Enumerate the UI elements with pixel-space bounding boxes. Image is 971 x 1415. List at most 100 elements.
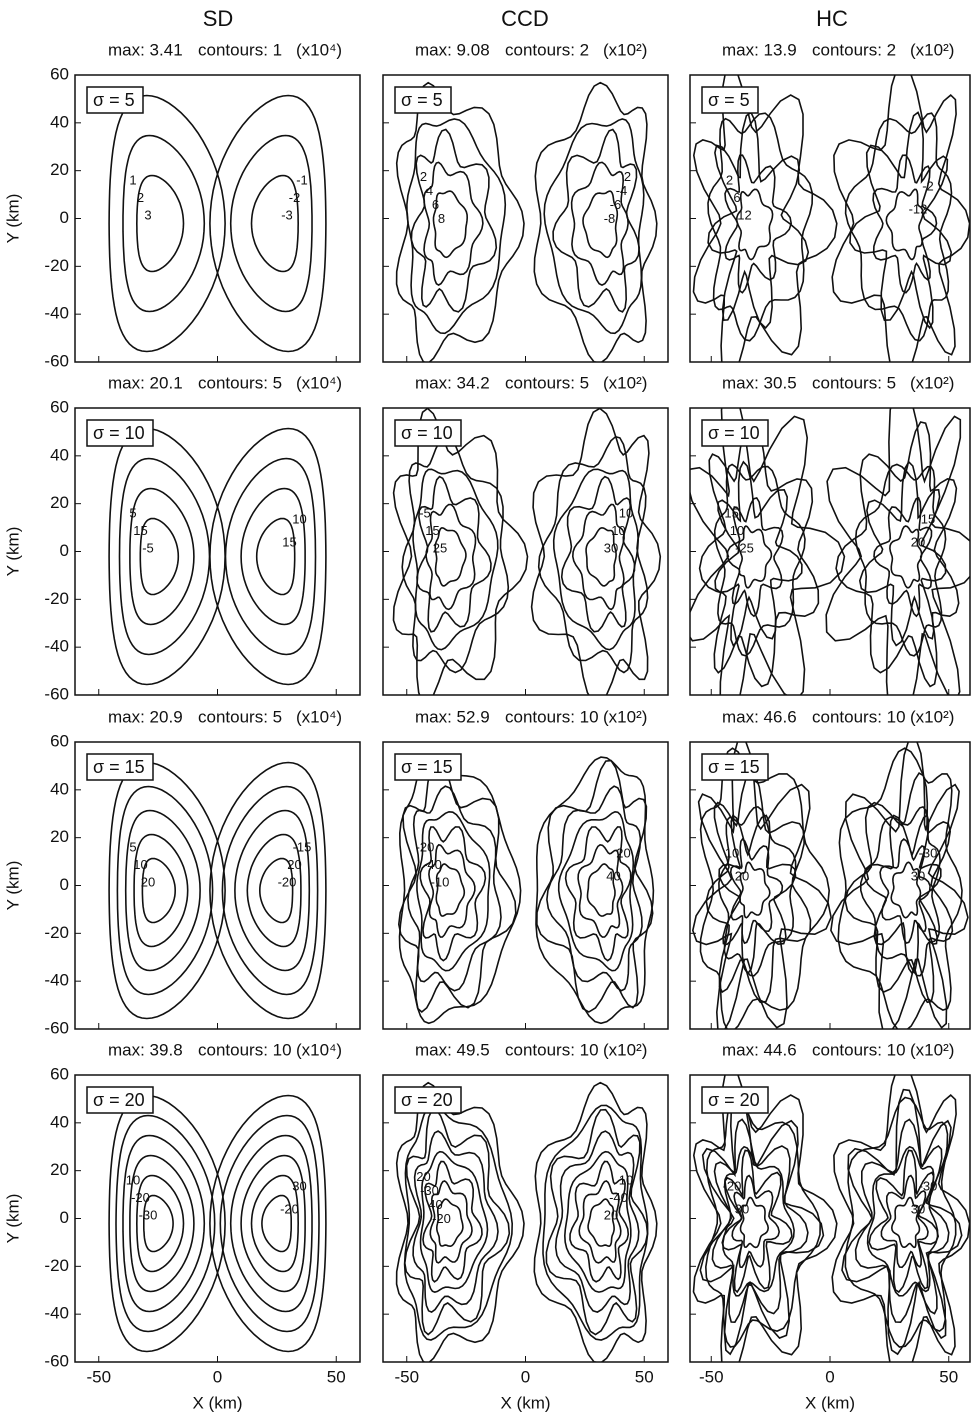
sigma-box [86,1086,154,1114]
scale-label: (x10²) [603,373,647,392]
contour-label: 2 [420,169,427,184]
column-title: HC [816,6,848,31]
contour-line [714,460,803,647]
contour-label: 20 [141,874,155,889]
column-title: CCD [501,6,549,31]
contour-label: -5 [419,505,431,520]
sigma-label: σ = 10 [93,423,145,443]
contour-line [401,435,510,674]
contour-line [731,1174,781,1269]
sigma-box [701,419,769,447]
y-tick-label: 20 [50,827,69,846]
contours: -15 10 -25 15 20 [690,408,970,695]
y-tick-label: -20 [44,589,69,608]
contour-label: -2 [289,190,301,205]
contour-line [108,94,226,353]
panel-frame [382,74,669,363]
max-label: max: 52.9 [415,707,490,726]
contour-label: 20 [604,1207,618,1222]
max-label: max: 34.2 [415,373,490,392]
contour-line [410,128,498,313]
contour-interval: contours: 10 [812,1040,906,1059]
contours: 123 -1 -2 -3 [108,94,327,353]
sigma-label: σ = 5 [401,90,443,110]
contour-line [129,1154,195,1293]
y-tick-label: 60 [50,64,69,83]
contour-label: 40 [606,869,620,884]
contour-interval: contours: 2 [812,40,896,59]
contour-line [536,759,654,1013]
contour-line [428,843,476,938]
y-axis-label: Y (km) [3,1194,22,1244]
contour-line [854,463,947,657]
contour-line [209,427,327,686]
contour-label: -20 [432,1211,451,1226]
sigma-label: σ = 10 [401,423,453,443]
contour-line [397,759,517,1014]
contour-label: -40 [423,857,442,872]
contour-interval: contours: 5 [505,373,589,392]
contour-line [250,1174,300,1273]
contour-line [873,496,933,618]
contour-line [885,188,924,261]
contour-line [535,756,655,1025]
contours: 5 10 20 -15 20 -20 [108,761,327,1020]
contour-line [705,772,812,1004]
y-tick-label: -20 [44,1256,69,1275]
scale-label: (x10²) [910,373,954,392]
max-label: max: 49.5 [415,1040,490,1059]
scale-label: (x10²) [910,40,954,59]
contour-line [542,1104,649,1341]
scale-label: (x10²) [910,1040,954,1059]
panel-frame [74,741,361,1030]
contour-label: 30 [292,1178,306,1193]
contour-line [726,496,784,618]
y-tick-label: 40 [50,779,69,798]
contour-line [825,408,970,695]
contour-line [711,1118,809,1324]
contour-label: -15 [720,505,739,520]
y-tick-label: 20 [50,160,69,179]
contour-label: 10 [292,511,306,526]
contour-label: -20 [416,839,435,854]
contour-line [582,190,619,259]
y-tick-label: 0 [60,208,69,227]
contour-label: 10 [133,857,147,872]
contour-line [533,81,658,362]
contour-interval: contours: 5 [198,373,282,392]
contour-interval: contours: 5 [812,373,896,392]
y-tick-label: -20 [44,256,69,275]
contour-label: 30 [911,1202,925,1217]
contour-line [435,1198,464,1248]
contour-label: 10 [725,845,739,860]
y-tick-label: -20 [44,923,69,942]
contour-line [560,475,636,633]
x-tick-label: 0 [825,1367,834,1386]
x-axis-label: X (km) [805,1393,855,1412]
y-tick-label: -60 [44,684,69,703]
contour-line [571,503,625,611]
y-tick-label: 40 [50,112,69,131]
contour-line [713,463,806,657]
contour-line [135,1174,185,1273]
contour-label: -15 [293,839,312,854]
sigma-label: σ = 5 [93,90,135,110]
sigma-label: σ = 20 [708,1090,760,1110]
contour-line [586,863,616,917]
contour-line [115,1114,216,1333]
x-tick-label: 0 [521,1367,530,1386]
contours: 26 12 -2 -12 [692,75,970,362]
panel-frame [382,1074,669,1363]
contour-line [564,826,632,962]
contour-interval: contours: 10 [505,1040,599,1059]
contour-label: 10 [126,1172,140,1187]
contour-label: -30 [919,1178,938,1193]
contour-label: 15 [921,511,935,526]
contour-line [879,837,931,945]
contour-line [435,863,466,917]
contour-label: 30 [735,1202,749,1217]
y-tick-label: 20 [50,1160,69,1179]
y-axis-label: Y (km) [3,861,22,911]
contour-line [224,457,317,656]
